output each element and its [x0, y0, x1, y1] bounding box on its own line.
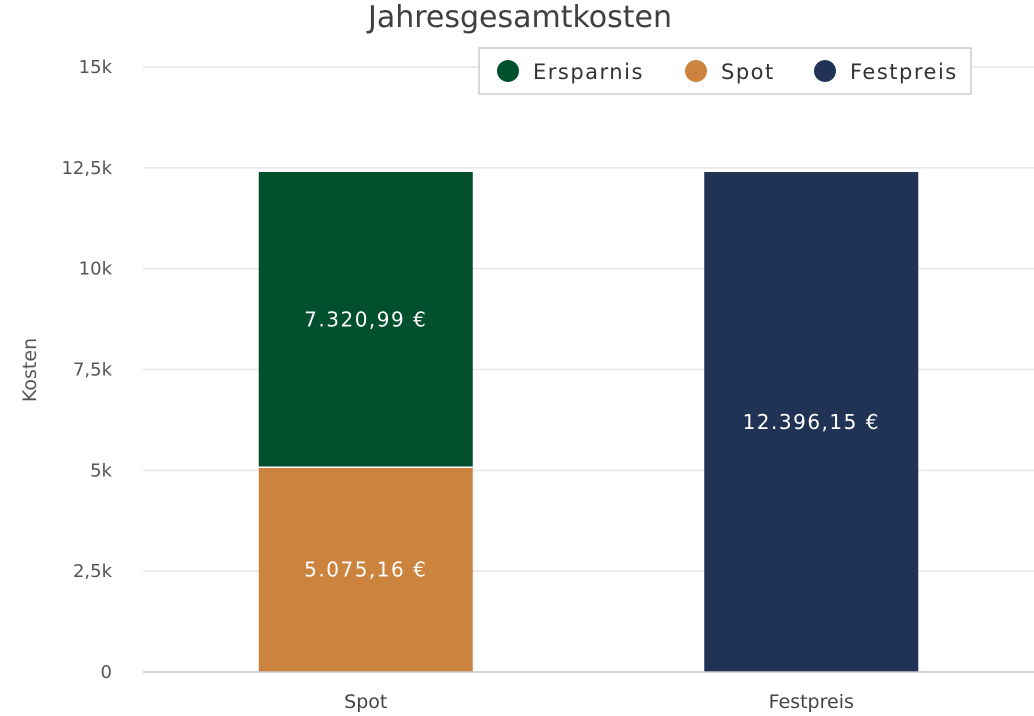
y-tick-label: 0 — [101, 662, 112, 683]
legend-marker — [814, 60, 836, 82]
bar-ersparnis-spot[interactable] — [258, 172, 473, 468]
legend-box — [478, 47, 972, 95]
y-tick-label: 5k — [90, 460, 112, 481]
y-tick-label: 12,5k — [61, 158, 112, 179]
y-tick-label: 10k — [79, 259, 113, 280]
bar-festpreis-festpreis[interactable] — [704, 172, 919, 672]
legend-item-ersparnis[interactable]: Ersparnis — [497, 60, 644, 84]
legend-item-spot[interactable]: Spot — [685, 60, 775, 84]
legend-marker — [497, 60, 519, 82]
x-axis-categories: Spot Festpreis — [344, 691, 854, 713]
data-labels: 5.075,16 € 7.320,99 € 12.396,15 € — [304, 308, 880, 582]
x-tick-label: Spot — [344, 691, 387, 713]
x-tick-label: Festpreis — [769, 691, 854, 713]
legend-label: Ersparnis — [533, 60, 644, 84]
legend-item-festpreis[interactable]: Festpreis — [814, 60, 958, 84]
data-label: 12.396,15 € — [743, 410, 880, 434]
bars — [258, 172, 919, 672]
legend-label: Festpreis — [850, 60, 958, 84]
data-label: 5.075,16 € — [304, 558, 427, 582]
y-axis-label: Kosten — [19, 338, 41, 402]
data-label: 7.320,99 € — [304, 308, 427, 332]
legend-marker — [685, 60, 707, 82]
y-tick-label: 7,5k — [73, 360, 113, 381]
legend-label: Spot — [721, 60, 775, 84]
legend[interactable]: Ersparnis Spot Festpreis — [478, 47, 972, 95]
bar-spot-spot[interactable] — [258, 467, 473, 672]
y-tick-label: 2,5k — [73, 561, 113, 582]
chart-title: Jahresgesamtkosten — [366, 0, 672, 35]
y-axis-ticks: 0 2,5k 5k 7,5k 10k 12,5k 15k — [61, 57, 112, 683]
y-tick-label: 15k — [79, 57, 113, 78]
